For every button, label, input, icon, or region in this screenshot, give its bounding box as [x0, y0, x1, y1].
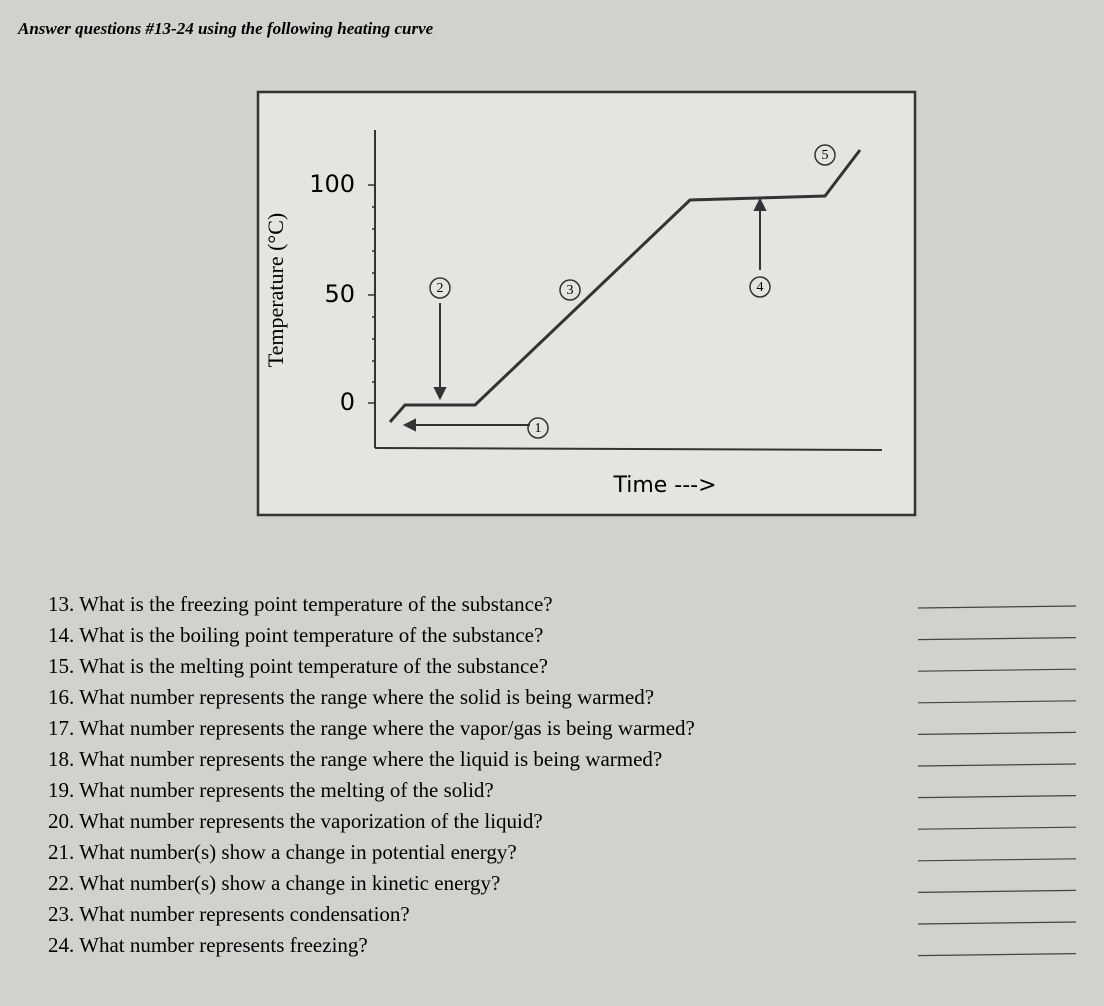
- marker-circle: [749, 276, 771, 298]
- question: 22. What number(s) show a change in kine…: [48, 871, 500, 895]
- x-axis-label: Time --->: [612, 473, 716, 498]
- answer-line: [917, 763, 1077, 767]
- answer-line: [917, 953, 1077, 957]
- marker-circle: [429, 277, 451, 299]
- figure-box: [256, 90, 917, 517]
- answer-line: [917, 921, 1077, 925]
- heating-curve: [388, 149, 862, 423]
- question: 17. What number represents the range whe…: [48, 716, 695, 740]
- answer-line: [917, 731, 1077, 735]
- question: 16. What number represents the range whe…: [48, 685, 654, 709]
- y-axis-label: Temperature (°C): [263, 213, 288, 367]
- question: 15. What is the melting point temperatur…: [48, 654, 548, 678]
- question: 14. What is the boiling point temperatur…: [48, 623, 543, 647]
- marker-label: 4: [757, 280, 764, 295]
- axis-ticks: [368, 184, 375, 404]
- tick-label: 0: [340, 388, 355, 416]
- tick-label: 100: [309, 170, 355, 198]
- question: 19. What number represents the melting o…: [48, 778, 494, 802]
- arrows: [402, 197, 767, 432]
- question: 24. What number represents freezing?: [48, 933, 368, 957]
- answer-line: [917, 826, 1077, 830]
- question: 13. What is the freezing point temperatu…: [48, 592, 553, 616]
- question: 21. What number(s) show a change in pote…: [48, 840, 517, 864]
- tick-label: 50: [324, 280, 355, 308]
- instruction: Answer questions #13-24 using the follow…: [17, 19, 434, 38]
- answer-line: [917, 889, 1077, 893]
- answer-line: [917, 637, 1077, 641]
- marker-circle: [814, 144, 836, 166]
- x-axis: [374, 447, 883, 451]
- marker-circle: [527, 417, 549, 439]
- question: 20. What number represents the vaporizat…: [48, 809, 543, 833]
- question: 23. What number represents condensation?: [48, 902, 410, 926]
- answer-line: [917, 858, 1077, 862]
- answer-line: [917, 668, 1077, 672]
- marker-label: 3: [567, 283, 574, 298]
- question: 18. What number represents the range whe…: [48, 747, 662, 771]
- answer-line: [917, 605, 1077, 609]
- marker-label: 5: [822, 148, 829, 163]
- answer-line: [917, 795, 1077, 799]
- marker-label: 1: [535, 421, 542, 436]
- marker-circle: [559, 279, 581, 301]
- marker-label: 2: [437, 281, 444, 296]
- answer-line: [917, 700, 1077, 704]
